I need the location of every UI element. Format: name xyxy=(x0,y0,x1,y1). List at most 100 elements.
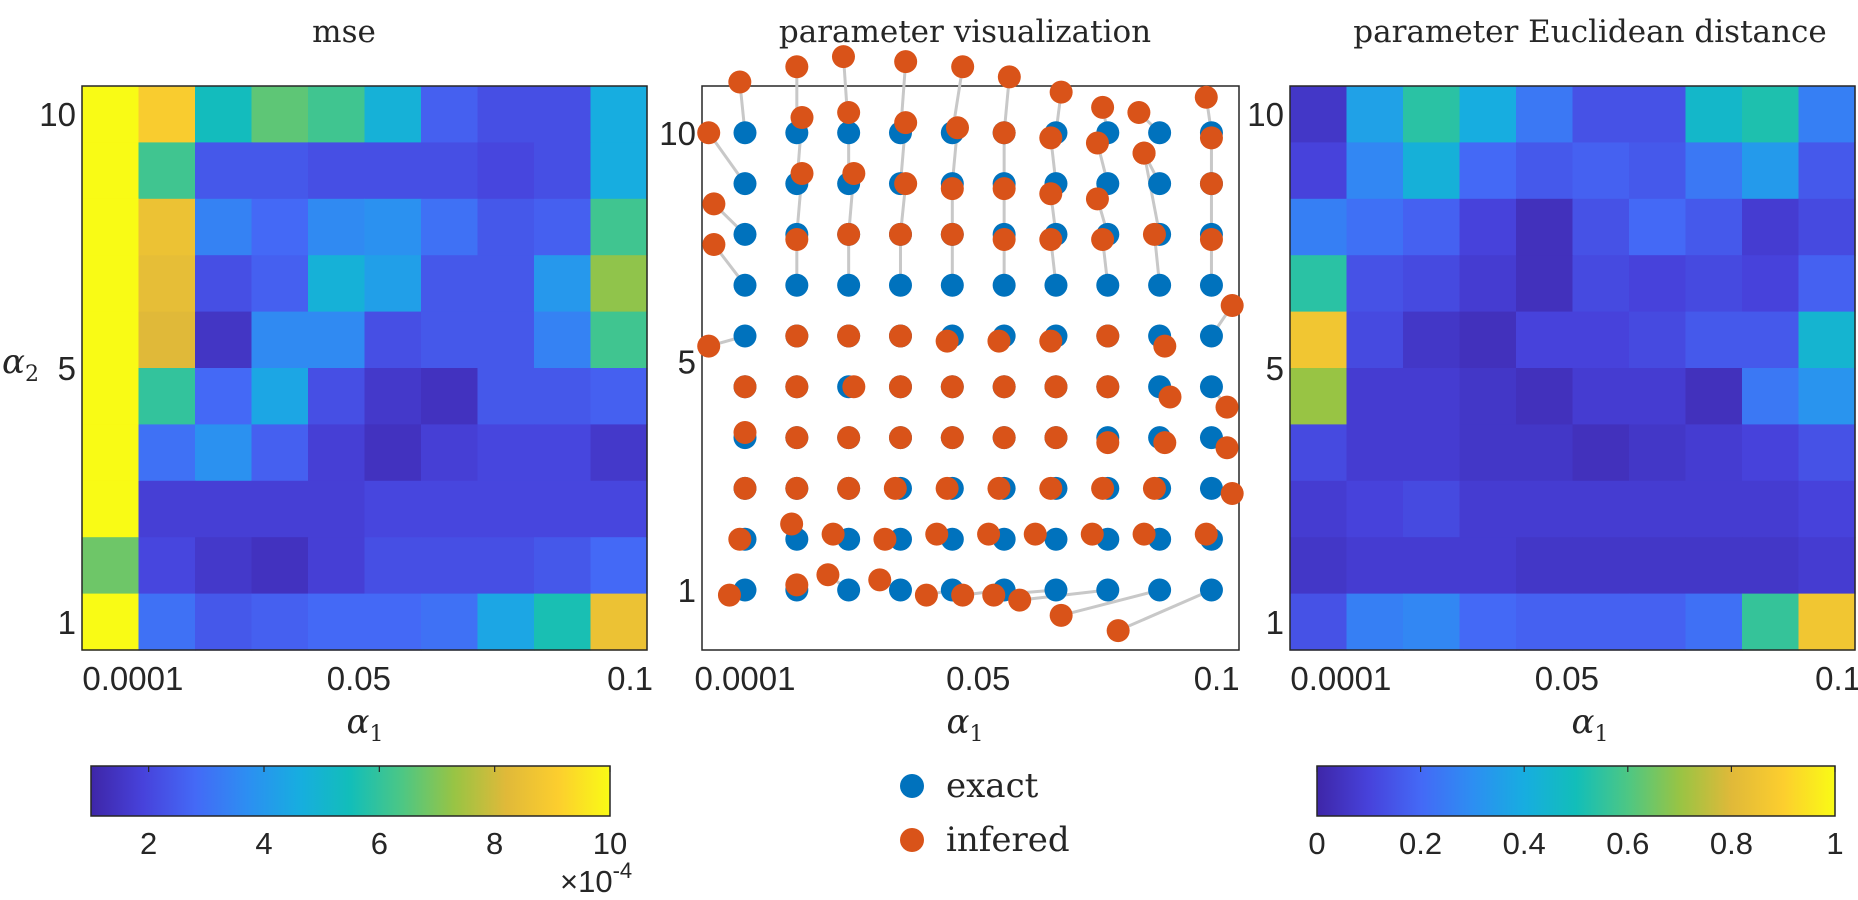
mse-cell xyxy=(590,142,648,200)
infered-point xyxy=(837,100,861,124)
exact-point xyxy=(837,578,861,602)
infered-point xyxy=(935,329,959,353)
distance-cell xyxy=(1798,142,1856,200)
distance-cell xyxy=(1685,255,1743,313)
mse-cell xyxy=(308,537,366,595)
infered-point xyxy=(1158,385,1182,409)
mse-cell xyxy=(195,480,253,538)
mse-cell xyxy=(195,86,253,143)
infered-point xyxy=(1044,375,1068,399)
infered-point xyxy=(1091,476,1115,500)
distance-cell xyxy=(1516,142,1574,200)
infered-point xyxy=(717,583,741,607)
exact-point xyxy=(837,273,861,297)
distance-cell xyxy=(1516,311,1574,369)
distance-cell xyxy=(1346,368,1404,425)
distance-y-tick-label: 10 xyxy=(1247,96,1284,133)
scatter-legend: exact infered xyxy=(900,766,1070,860)
exact-point xyxy=(733,172,757,196)
mse-x-tick-label: 0.05 xyxy=(327,660,391,697)
distance-cell xyxy=(1685,537,1743,595)
exact-point xyxy=(1044,578,1068,602)
infered-point xyxy=(992,177,1016,201)
distance-cell xyxy=(1346,480,1404,538)
distance-cell xyxy=(1346,142,1404,200)
mse-cell xyxy=(308,368,366,425)
mse-cell xyxy=(364,142,422,200)
infered-point xyxy=(1220,294,1244,318)
mse-cell xyxy=(477,537,535,595)
infered-point xyxy=(785,476,809,500)
distance-cell xyxy=(1685,593,1743,651)
mse-cell xyxy=(308,480,366,538)
infered-point xyxy=(1039,182,1063,206)
mse-cell xyxy=(82,537,140,595)
distance-cell xyxy=(1685,424,1743,482)
distance-cell xyxy=(1403,537,1461,595)
infered-point xyxy=(935,476,959,500)
infered-point xyxy=(1049,603,1073,627)
infered-point xyxy=(702,192,726,216)
distance-cell xyxy=(1516,198,1574,256)
distance-cell xyxy=(1459,480,1517,538)
infered-point xyxy=(1039,329,1063,353)
distance-cell xyxy=(1572,86,1630,143)
scatter-x-ticks: 0.0001 0.05 0.1 xyxy=(695,660,1240,697)
mse-x-axis-label: α1 xyxy=(347,702,384,747)
distance-cell xyxy=(1459,255,1517,313)
distance-heatmap-cells xyxy=(1290,86,1856,651)
exact-point xyxy=(1148,121,1172,145)
distance-cell xyxy=(1572,368,1630,425)
infered-point xyxy=(940,177,964,201)
distance-cell xyxy=(1516,368,1574,425)
mse-cell xyxy=(477,424,535,482)
distance-cell xyxy=(1346,198,1404,256)
infered-point xyxy=(1153,334,1177,358)
distance-cell xyxy=(1572,480,1630,538)
distance-cell xyxy=(1459,537,1517,595)
infered-point xyxy=(785,375,809,399)
mse-cell xyxy=(421,368,479,425)
infered-point xyxy=(837,222,861,246)
infered-point xyxy=(1008,588,1032,612)
mse-cell xyxy=(364,311,422,369)
exact-point xyxy=(888,578,912,602)
scatter-plot-frame xyxy=(701,85,1240,651)
infered-point xyxy=(842,161,866,185)
mse-cell xyxy=(138,537,196,595)
mse-cell xyxy=(251,86,309,143)
infered-point xyxy=(1194,522,1218,546)
exact-point xyxy=(1199,273,1223,297)
distance-cell xyxy=(1403,593,1461,651)
distance-cell xyxy=(1290,593,1348,651)
mse-colorbar: 2 4 6 8 10 ×10-4 xyxy=(90,765,632,899)
distance-cell xyxy=(1685,142,1743,200)
distance-y-ticks: 10 5 1 xyxy=(1247,96,1284,641)
distance-cell xyxy=(1516,593,1574,651)
mse-cell xyxy=(534,537,592,595)
infered-point xyxy=(997,65,1021,89)
mse-cell xyxy=(477,86,535,143)
mse-cell xyxy=(364,255,422,313)
infered-point xyxy=(987,476,1011,500)
mse-cell xyxy=(251,255,309,313)
infered-point xyxy=(1049,80,1073,104)
mse-colorbar-tick-label: 8 xyxy=(486,826,503,861)
mse-cell xyxy=(82,593,140,651)
distance-cell xyxy=(1742,593,1800,651)
distance-cell xyxy=(1572,593,1630,651)
distance-cell xyxy=(1572,142,1630,200)
mse-cell xyxy=(590,424,648,482)
exact-point xyxy=(733,273,757,297)
distance-cell xyxy=(1346,86,1404,143)
link-line xyxy=(1142,152,1162,235)
mse-cell xyxy=(590,311,648,369)
distance-cell xyxy=(1403,368,1461,425)
distance-cell xyxy=(1346,311,1404,369)
mse-cell xyxy=(421,593,479,651)
scatter-y-tick-label: 10 xyxy=(659,115,696,152)
distance-cell xyxy=(1742,311,1800,369)
infered-point xyxy=(1080,522,1104,546)
distance-cell xyxy=(1572,311,1630,369)
mse-cell xyxy=(82,480,140,538)
